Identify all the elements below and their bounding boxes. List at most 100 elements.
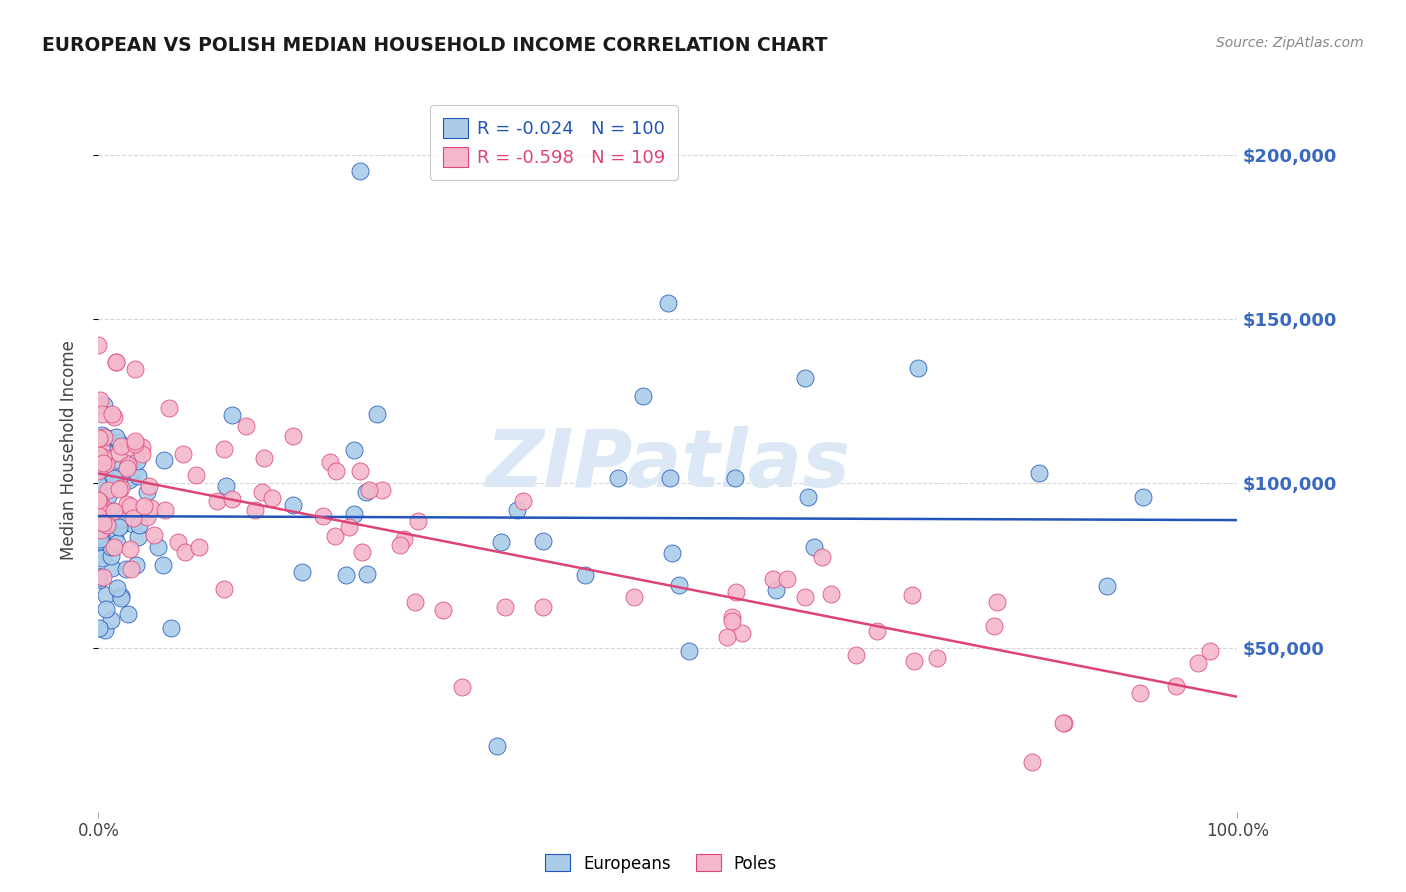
Point <box>87 571 110 585</box>
Point <box>128 517 150 532</box>
Point <box>87 448 110 462</box>
Point <box>1166 679 1188 693</box>
Point <box>124 434 146 448</box>
Point <box>716 630 738 644</box>
Point <box>354 485 377 500</box>
Point <box>87 399 110 413</box>
Point <box>100 549 122 563</box>
Point <box>108 435 131 450</box>
Point <box>250 484 273 499</box>
Point <box>110 591 132 605</box>
Point <box>153 453 176 467</box>
Point <box>907 361 929 376</box>
Point <box>93 465 115 479</box>
Point <box>432 603 454 617</box>
Point <box>661 546 683 560</box>
Point <box>87 621 110 635</box>
Point <box>159 621 181 635</box>
Point <box>87 525 110 540</box>
Point <box>90 407 112 421</box>
Point <box>166 534 188 549</box>
Point <box>89 431 111 445</box>
Point <box>131 441 153 455</box>
Point <box>793 591 815 605</box>
Point <box>335 568 357 582</box>
Point <box>97 483 120 497</box>
Point <box>96 510 118 524</box>
Point <box>776 572 799 586</box>
Point <box>221 408 243 422</box>
Point <box>110 481 132 495</box>
Point <box>323 529 346 543</box>
Text: Source: ZipAtlas.com: Source: ZipAtlas.com <box>1216 36 1364 50</box>
Point <box>793 371 815 385</box>
Point <box>212 582 235 597</box>
Point <box>87 492 110 507</box>
Point <box>136 484 159 499</box>
Point <box>724 470 747 484</box>
Point <box>121 510 143 524</box>
Point <box>1187 656 1209 670</box>
Point <box>221 492 243 507</box>
Point <box>87 494 110 508</box>
Point <box>212 442 235 456</box>
Point <box>678 644 700 658</box>
Point <box>120 562 142 576</box>
Text: ZIPatlas: ZIPatlas <box>485 425 851 504</box>
Point <box>87 499 110 513</box>
Point <box>356 566 378 581</box>
Point <box>494 599 516 614</box>
Point <box>720 609 742 624</box>
Point <box>87 573 110 587</box>
Point <box>110 460 132 475</box>
Point <box>132 499 155 513</box>
Point <box>131 447 153 461</box>
Point <box>531 600 554 615</box>
Point <box>506 502 529 516</box>
Point <box>104 430 127 444</box>
Point <box>404 595 426 609</box>
Point <box>107 482 129 496</box>
Point <box>1021 756 1043 770</box>
Point <box>117 607 139 621</box>
Point <box>312 509 335 524</box>
Point <box>366 407 388 421</box>
Point <box>124 361 146 376</box>
Point <box>371 483 394 497</box>
Point <box>87 548 110 562</box>
Point <box>512 494 534 508</box>
Point <box>91 456 114 470</box>
Point <box>157 401 180 416</box>
Point <box>451 680 474 694</box>
Point <box>262 491 284 506</box>
Point <box>103 504 125 518</box>
Point <box>142 527 165 541</box>
Point <box>657 295 679 310</box>
Point <box>110 517 132 532</box>
Point <box>110 439 132 453</box>
Point <box>97 489 120 503</box>
Point <box>155 502 177 516</box>
Point <box>103 468 125 483</box>
Point <box>127 530 149 544</box>
Point <box>343 443 366 458</box>
Point <box>901 588 924 602</box>
Point <box>983 619 1005 633</box>
Point <box>184 468 207 483</box>
Point <box>89 504 111 518</box>
Point <box>337 519 360 533</box>
Point <box>87 464 110 478</box>
Point <box>1097 579 1119 593</box>
Point <box>87 568 110 582</box>
Point <box>120 440 142 454</box>
Point <box>107 446 129 460</box>
Point <box>811 549 834 564</box>
Point <box>115 562 138 576</box>
Point <box>392 532 415 546</box>
Point <box>820 586 842 600</box>
Point <box>87 509 110 524</box>
Point <box>903 654 925 668</box>
Point <box>235 419 257 434</box>
Point <box>406 514 429 528</box>
Point <box>720 615 742 629</box>
